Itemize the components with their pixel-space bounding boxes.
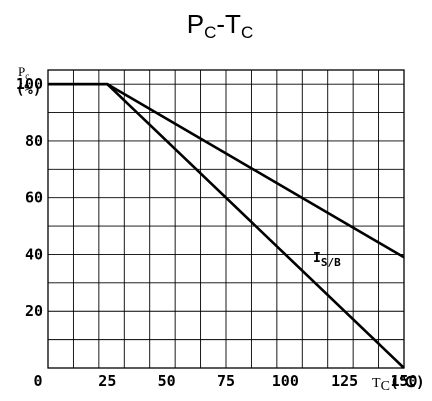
x-tick-label: 50 <box>158 372 176 390</box>
x-tick-label: 75 <box>217 372 235 390</box>
x-axis-label: TC(℃) <box>372 373 425 394</box>
y-axis-label: Pc <box>18 64 29 81</box>
y-tick-label: 60 <box>25 189 43 207</box>
x-tick-label: 125 <box>331 372 358 390</box>
y-tick-label: 100 <box>16 75 43 93</box>
x-tick-label: 25 <box>98 372 116 390</box>
y-tick-label: 40 <box>25 245 43 263</box>
y-tick-labels: 20 40 60 80 100 <box>16 75 43 320</box>
series-line-2 <box>48 82 405 369</box>
plot-frame <box>47 69 405 369</box>
grid <box>48 70 404 368</box>
y-tick-label: 20 <box>25 302 43 320</box>
series-layer <box>48 82 405 369</box>
x-tick-label: 150 <box>390 372 417 390</box>
y-axis-unit: (%) <box>16 82 41 98</box>
series-label-is-b: IS/B <box>313 251 341 269</box>
chart-title: PC-TC <box>187 9 253 42</box>
x-tick-label: 100 <box>272 372 299 390</box>
x-tick-labels: 0 25 50 75 100 125 150 <box>33 372 417 390</box>
x-tick-label: 0 <box>33 372 42 390</box>
y-tick-label: 80 <box>25 132 43 150</box>
